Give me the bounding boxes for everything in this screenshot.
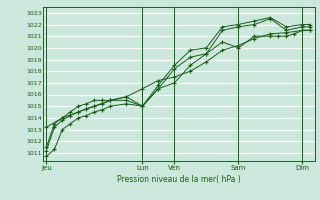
X-axis label: Pression niveau de la mer( hPa ): Pression niveau de la mer( hPa ) (117, 175, 241, 184)
